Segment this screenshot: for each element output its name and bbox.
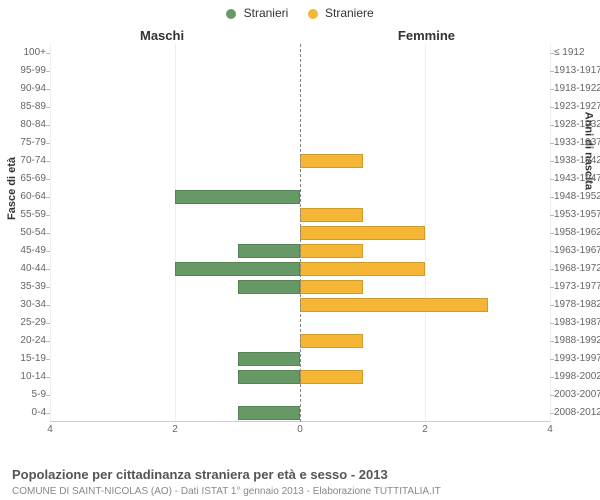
birthyear-label: 1953-1957 bbox=[554, 209, 600, 220]
age-label: 30-34 bbox=[20, 299, 46, 310]
bar-male bbox=[175, 262, 300, 276]
bar-female bbox=[300, 244, 363, 258]
bar-male bbox=[238, 406, 301, 420]
xtick-label: 2 bbox=[422, 424, 428, 435]
birthyear-label: 1968-1972 bbox=[554, 263, 600, 274]
bar-female bbox=[300, 154, 363, 168]
legend-label-female: Straniere bbox=[325, 6, 374, 20]
age-label: 80-84 bbox=[20, 119, 46, 130]
age-label: 100+ bbox=[23, 47, 46, 58]
birthyear-label: 1973-1977 bbox=[554, 281, 600, 292]
birthyear-label: 1993-1997 bbox=[554, 353, 600, 364]
age-label: 5-9 bbox=[32, 389, 46, 400]
age-label: 45-49 bbox=[20, 245, 46, 256]
age-label: 85-89 bbox=[20, 101, 46, 112]
bar-male bbox=[175, 190, 300, 204]
legend-male: Stranieri bbox=[226, 6, 288, 20]
age-label: 50-54 bbox=[20, 227, 46, 238]
legend-swatch-female bbox=[308, 9, 318, 19]
center-line bbox=[300, 44, 301, 422]
birthyear-label: 1958-1962 bbox=[554, 227, 600, 238]
xtick-label: 2 bbox=[172, 424, 178, 435]
bar-female bbox=[300, 208, 363, 222]
bar-male bbox=[238, 352, 301, 366]
bar-female bbox=[300, 298, 488, 312]
birthyear-label: 1913-1917 bbox=[554, 65, 600, 76]
birthyear-label: 2003-2007 bbox=[554, 389, 600, 400]
birthyear-label: 1933-1937 bbox=[554, 137, 600, 148]
age-label: 25-29 bbox=[20, 317, 46, 328]
legend-female: Straniere bbox=[308, 6, 374, 20]
birthyear-label: 1938-1942 bbox=[554, 155, 600, 166]
footer-title: Popolazione per cittadinanza straniera p… bbox=[12, 467, 388, 482]
bar-male bbox=[238, 280, 301, 294]
birthyear-label: 2008-2012 bbox=[554, 407, 600, 418]
age-label: 75-79 bbox=[20, 137, 46, 148]
plot-area: 100+≤ 191295-991913-191790-941918-192285… bbox=[50, 44, 550, 434]
legend: Stranieri Straniere bbox=[0, 6, 600, 20]
age-label: 15-19 bbox=[20, 353, 46, 364]
yaxis-left-label: Fasce di età bbox=[6, 157, 18, 220]
birthyear-label: 1928-1932 bbox=[554, 119, 600, 130]
xtick-label: 4 bbox=[547, 424, 553, 435]
chart-container: Stranieri Straniere Maschi Femmine Fasce… bbox=[0, 0, 600, 500]
birthyear-label: 1963-1967 bbox=[554, 245, 600, 256]
age-label: 10-14 bbox=[20, 371, 46, 382]
age-label: 35-39 bbox=[20, 281, 46, 292]
column-title-female: Femmine bbox=[398, 28, 455, 43]
bar-female bbox=[300, 370, 363, 384]
age-label: 70-74 bbox=[20, 155, 46, 166]
age-label: 55-59 bbox=[20, 209, 46, 220]
legend-label-male: Stranieri bbox=[244, 6, 289, 20]
bar-male bbox=[238, 370, 301, 384]
footer-subtitle: COMUNE DI SAINT-NICOLAS (AO) - Dati ISTA… bbox=[12, 486, 441, 497]
bar-female bbox=[300, 226, 425, 240]
age-label: 90-94 bbox=[20, 83, 46, 94]
birthyear-label: ≤ 1912 bbox=[554, 47, 585, 58]
age-label: 65-69 bbox=[20, 173, 46, 184]
birthyear-label: 1923-1927 bbox=[554, 101, 600, 112]
xtick-label: 4 bbox=[47, 424, 53, 435]
column-title-male: Maschi bbox=[140, 28, 184, 43]
age-label: 40-44 bbox=[20, 263, 46, 274]
birthyear-label: 1983-1987 bbox=[554, 317, 600, 328]
birthyear-label: 1988-1992 bbox=[554, 335, 600, 346]
age-label: 60-64 bbox=[20, 191, 46, 202]
birthyear-label: 1948-1952 bbox=[554, 191, 600, 202]
bar-female bbox=[300, 334, 363, 348]
xtick-label: 0 bbox=[297, 424, 303, 435]
age-label: 0-4 bbox=[32, 407, 46, 418]
x-axis: 4 2 0 2 4 bbox=[50, 422, 550, 436]
birthyear-label: 1978-1982 bbox=[554, 299, 600, 310]
bar-female bbox=[300, 280, 363, 294]
age-label: 95-99 bbox=[20, 65, 46, 76]
birthyear-label: 1998-2002 bbox=[554, 371, 600, 382]
bar-male bbox=[238, 244, 301, 258]
bar-female bbox=[300, 262, 425, 276]
birthyear-label: 1918-1922 bbox=[554, 83, 600, 94]
age-label: 20-24 bbox=[20, 335, 46, 346]
legend-swatch-male bbox=[226, 9, 236, 19]
birthyear-label: 1943-1947 bbox=[554, 173, 600, 184]
